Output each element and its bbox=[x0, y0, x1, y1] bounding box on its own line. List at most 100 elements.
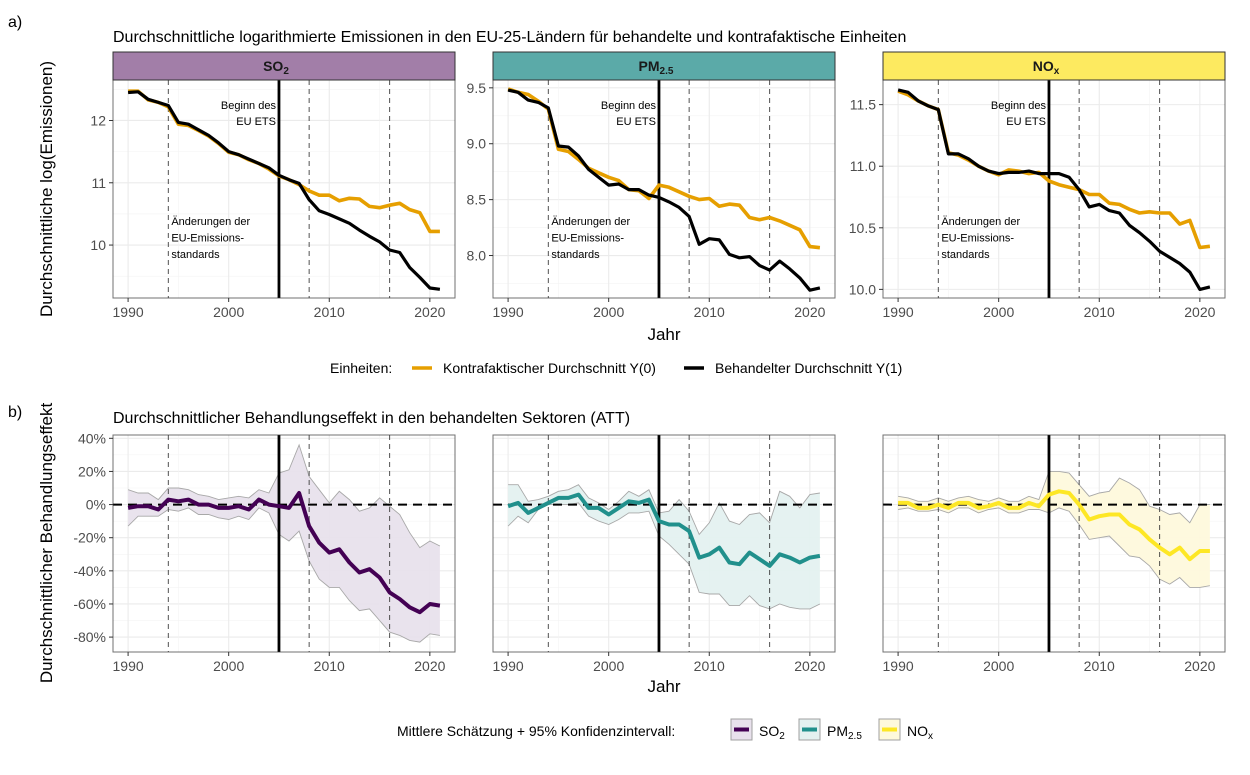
legend-b-label: NOx bbox=[907, 723, 933, 742]
series-line-treated bbox=[127, 90, 441, 291]
y-tick-label: 10.5 bbox=[849, 220, 876, 236]
x-tick-label: 2020 bbox=[1184, 658, 1215, 674]
x-tick-label: 1990 bbox=[493, 658, 524, 674]
ylabel-a: Durchschnittliche log(Emissionen) bbox=[37, 61, 56, 317]
annotation-standards-line3: standards bbox=[171, 249, 220, 261]
x-tick-label: 1990 bbox=[113, 658, 144, 674]
legend-b-item-2: NOx bbox=[878, 718, 933, 742]
xlabel-a: Jahr bbox=[647, 325, 680, 344]
annotation-standards-line3: standards bbox=[551, 249, 600, 261]
legend-a-label-counterfactual: Kontrafaktischer Durchschnitt Y(0) bbox=[443, 360, 656, 376]
legend-b-title: Mittlere Schätzung + 95% Konfidenzinterv… bbox=[397, 723, 675, 739]
facet-strip-label: PM2.5 bbox=[639, 58, 674, 77]
panel-a-0: Beginn des EU ETS Änderungen der EU-Emissio… bbox=[90, 51, 456, 320]
series-line-counterfactual bbox=[507, 87, 821, 250]
y-tick-label: 8.0 bbox=[467, 248, 487, 264]
y-tick-label: 9.5 bbox=[467, 80, 487, 96]
x-tick-label: 1990 bbox=[493, 304, 524, 320]
confidence-band bbox=[128, 444, 440, 643]
y-tick-label: 40% bbox=[78, 430, 106, 446]
panel-a-2: Beginn des EU ETS Änderungen der EU-Emissio… bbox=[849, 51, 1226, 320]
y-tick-label: -40% bbox=[73, 563, 106, 579]
ylabel-b: Durchschnittlicher Behandlungseffekt bbox=[37, 403, 56, 684]
x-tick-label: 1990 bbox=[883, 304, 914, 320]
annotation-standards-line2: EU-Emissions- bbox=[171, 233, 244, 245]
x-tick-label: 2000 bbox=[983, 304, 1014, 320]
y-tick-label: 12 bbox=[90, 112, 106, 128]
confidence-band bbox=[898, 471, 1210, 588]
y-tick-label: -20% bbox=[73, 530, 106, 546]
estimate-line-SO2 bbox=[127, 491, 441, 615]
confidence-band bbox=[508, 484, 820, 609]
estimate-line-PM2.5 bbox=[507, 492, 821, 568]
series-line-treated bbox=[507, 88, 821, 292]
facet-strip bbox=[492, 51, 836, 81]
legend-b-label: SO2 bbox=[759, 723, 785, 742]
plot-background bbox=[113, 80, 455, 298]
confidence-upper-line bbox=[898, 470, 1210, 524]
legend-b-item-1: PM2.5 bbox=[798, 718, 862, 742]
x-tick-label: 2020 bbox=[794, 658, 825, 674]
annotation-ets-line2: EU ETS bbox=[236, 116, 276, 128]
legend-b: Mittlere Schätzung + 95% Konfidenzinterv… bbox=[397, 718, 933, 742]
y-tick-label: 9.0 bbox=[467, 136, 487, 152]
facet-strip bbox=[882, 51, 1226, 81]
legend-b-label: PM2.5 bbox=[827, 723, 862, 742]
panels-a: Beginn des EU ETS Änderungen der EU-Emissio… bbox=[90, 51, 1226, 320]
x-tick-label: 2010 bbox=[1084, 658, 1115, 674]
panels-b: -80% -60% -40% -20% 0% 20% 40% 1990 2000 2010 2020… bbox=[73, 430, 1226, 674]
y-tick-label: -60% bbox=[73, 596, 106, 612]
x-tick-label: 2000 bbox=[593, 658, 624, 674]
x-tick-label: 2000 bbox=[213, 658, 244, 674]
x-tick-label: 2010 bbox=[314, 658, 345, 674]
confidence-lower-line bbox=[127, 507, 440, 643]
annotation-ets-line2: EU ETS bbox=[1006, 116, 1046, 128]
annotation-standards-line1: Änderungen der bbox=[551, 216, 630, 228]
x-tick-label: 2020 bbox=[794, 304, 825, 320]
y-tick-label: 20% bbox=[78, 463, 106, 479]
facet-strip-label: NOx bbox=[1033, 58, 1060, 77]
x-tick-label: 2010 bbox=[1084, 304, 1115, 320]
x-tick-label: 2020 bbox=[414, 658, 445, 674]
panel-border bbox=[112, 434, 456, 653]
x-tick-label: 2010 bbox=[694, 304, 725, 320]
series-line-treated bbox=[897, 88, 1211, 291]
y-tick-label: 0% bbox=[86, 497, 106, 513]
title-b: Durchschnittlicher Behandlungseffekt in … bbox=[113, 410, 630, 427]
panel-b-0: -80% -60% -40% -20% 0% 20% 40% 1990 2000 2010 2020 bbox=[73, 430, 456, 674]
confidence-lower-line bbox=[898, 507, 1210, 588]
xlabel-b: Jahr bbox=[647, 677, 680, 696]
x-tick-label: 2010 bbox=[314, 304, 345, 320]
x-tick-label: 1990 bbox=[113, 304, 144, 320]
x-tick-label: 2020 bbox=[414, 304, 445, 320]
panel-a-1: Beginn des EU ETS Änderungen der EU-Emissio… bbox=[467, 51, 836, 320]
x-tick-label: 2020 bbox=[1184, 304, 1215, 320]
y-tick-label: 8.5 bbox=[467, 192, 487, 208]
annotation-standards-line2: EU-Emissions- bbox=[941, 233, 1014, 245]
x-tick-label: 1990 bbox=[883, 658, 914, 674]
y-tick-label: 11.5 bbox=[850, 97, 876, 113]
panel-label-b: b) bbox=[8, 404, 22, 421]
y-tick-label: 11 bbox=[91, 175, 106, 191]
confidence-upper-line bbox=[508, 484, 820, 536]
x-tick-label: 2000 bbox=[213, 304, 244, 320]
estimate-line-NOx bbox=[898, 489, 1210, 562]
y-tick-label: 11.0 bbox=[850, 158, 876, 174]
annotation-ets-line1: Beginn des bbox=[221, 100, 277, 112]
y-tick-label: 10.0 bbox=[849, 281, 876, 297]
legend-a-title: Einheiten: bbox=[330, 360, 392, 376]
annotation-standards-line1: Änderungen der bbox=[171, 216, 250, 228]
annotation-standards-line3: standards bbox=[941, 249, 990, 261]
panel-b-2: 1990 2000 2010 2020 bbox=[882, 434, 1226, 674]
legend-a-label-treated: Behandelter Durchschnitt Y(1) bbox=[715, 360, 902, 376]
panel-label-a: a) bbox=[8, 14, 22, 31]
legend-a: Einheiten: Kontrafaktischer Durchschnitt… bbox=[330, 360, 902, 376]
x-tick-label: 2000 bbox=[983, 658, 1014, 674]
annotation-ets-line2: EU ETS bbox=[616, 116, 656, 128]
panel-b-1: 1990 2000 2010 2020 bbox=[492, 434, 836, 674]
facet-strip-label: SO2 bbox=[263, 58, 289, 77]
annotation-ets-line1: Beginn des bbox=[991, 100, 1047, 112]
x-tick-label: 2010 bbox=[694, 658, 725, 674]
legend-b-item-0: SO2 bbox=[730, 718, 785, 742]
